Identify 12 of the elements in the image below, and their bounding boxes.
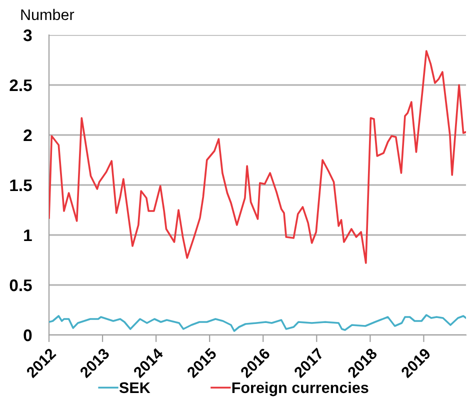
y-tick-label: 2.5	[10, 79, 32, 92]
y-axis-title: Number	[21, 8, 74, 20]
legend-label: Foreign currencies	[232, 382, 368, 396]
legend-label: SEK	[119, 382, 150, 394]
y-tick-label: 0	[24, 329, 32, 342]
y-tick-label: 3	[23, 29, 32, 42]
y-tick-label: 2	[24, 129, 32, 142]
y-tick-label: 1.5	[10, 180, 32, 192]
y-tick-label: 1	[24, 230, 32, 242]
line-series	[49, 314, 466, 332]
line-series	[49, 50, 466, 264]
y-tick-label: 0.5	[10, 279, 32, 292]
